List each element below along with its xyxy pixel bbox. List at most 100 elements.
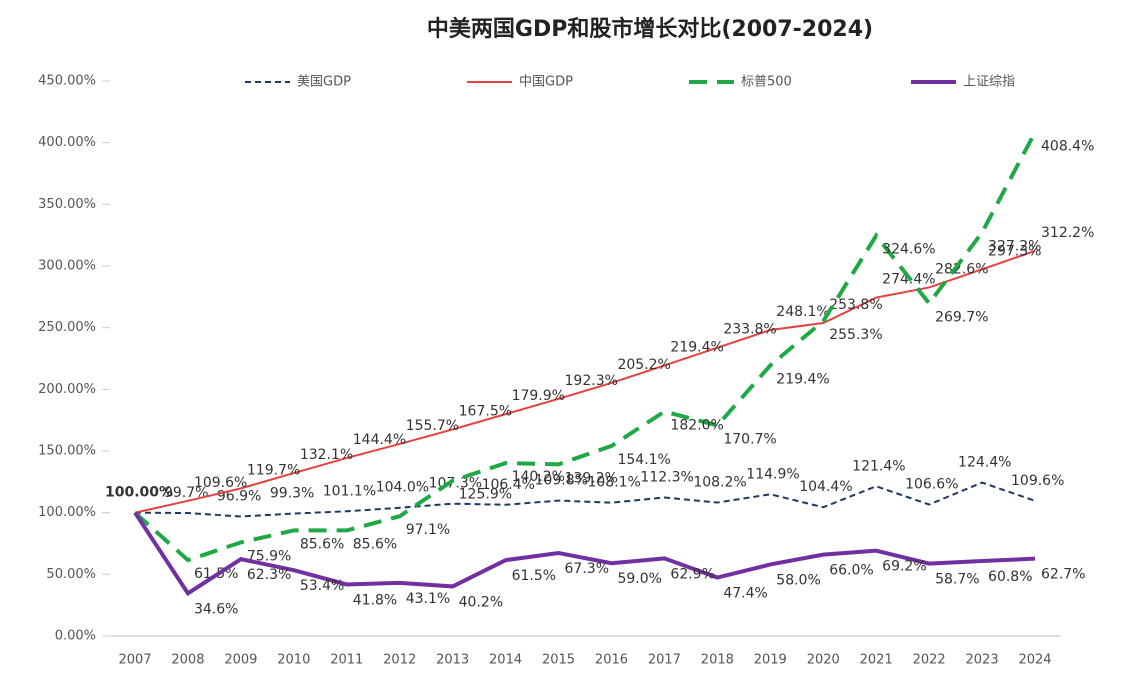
y-tick-label: 250.00% bbox=[38, 320, 96, 335]
data-label: 97.1% bbox=[406, 522, 450, 538]
data-label: 408.4% bbox=[1041, 138, 1094, 154]
data-label: 62.7% bbox=[1041, 567, 1085, 583]
data-label: 106.6% bbox=[905, 477, 958, 493]
data-label: 75.9% bbox=[247, 548, 291, 564]
data-label: 312.2% bbox=[1041, 225, 1094, 241]
data-label: 205.2% bbox=[617, 357, 670, 373]
y-tick-label: 0.00% bbox=[55, 629, 96, 644]
y-tick-label: 300.00% bbox=[38, 259, 96, 274]
data-label: 58.7% bbox=[935, 572, 979, 588]
data-label: 41.8% bbox=[353, 592, 397, 608]
data-label: 85.6% bbox=[353, 536, 397, 552]
data-label: 253.8% bbox=[829, 297, 882, 313]
x-tick-label: 2007 bbox=[118, 653, 151, 668]
data-label: 60.8% bbox=[988, 569, 1032, 585]
data-label: 233.8% bbox=[723, 322, 776, 338]
x-tick-label: 2016 bbox=[595, 653, 628, 668]
data-label: 255.3% bbox=[829, 327, 882, 343]
data-label: 108.2% bbox=[693, 475, 746, 491]
data-label: 104.0% bbox=[376, 480, 429, 496]
data-label: 69.2% bbox=[882, 559, 926, 575]
data-label: 67.3% bbox=[565, 561, 609, 577]
x-tick-label: 2013 bbox=[436, 653, 469, 668]
data-label: 106.4% bbox=[482, 477, 535, 493]
x-tick-label: 2019 bbox=[754, 653, 787, 668]
legend-label: 美国GDP bbox=[297, 75, 351, 90]
data-label: 58.0% bbox=[776, 572, 820, 588]
x-tick-label: 2022 bbox=[913, 653, 946, 668]
data-label: 101.1% bbox=[323, 483, 376, 499]
data-label: 269.7% bbox=[935, 309, 988, 325]
data-label: 140.2% bbox=[512, 469, 565, 485]
data-label: 155.7% bbox=[406, 418, 459, 434]
data-label: 139.2% bbox=[565, 470, 618, 486]
y-tick-label: 200.00% bbox=[38, 382, 96, 397]
data-label: 124.4% bbox=[958, 455, 1011, 471]
x-tick-label: 2008 bbox=[171, 653, 204, 668]
data-label: 43.1% bbox=[406, 591, 450, 607]
data-label: 109.8% bbox=[535, 473, 588, 489]
data-label: 61.5% bbox=[512, 568, 556, 584]
data-label: 192.3% bbox=[565, 373, 618, 389]
y-tick-label: 400.00% bbox=[38, 135, 96, 150]
data-label: 53.4% bbox=[300, 578, 344, 594]
data-label: 297.3% bbox=[988, 243, 1041, 259]
data-label: 112.3% bbox=[640, 469, 693, 485]
x-tick-label: 2023 bbox=[966, 653, 999, 668]
data-label: 132.1% bbox=[300, 447, 353, 463]
y-tick-label: 50.00% bbox=[46, 567, 96, 582]
data-label: 170.7% bbox=[723, 431, 776, 447]
data-label: 219.4% bbox=[776, 371, 829, 387]
data-label: 182.0% bbox=[670, 418, 723, 434]
data-label: 327.2% bbox=[988, 238, 1041, 254]
data-label: 109.6% bbox=[194, 475, 247, 491]
data-label: 114.9% bbox=[746, 466, 799, 482]
x-tick-label: 2017 bbox=[648, 653, 681, 668]
x-tick-label: 2018 bbox=[701, 653, 734, 668]
data-label: 119.7% bbox=[247, 462, 300, 478]
data-label: 34.6% bbox=[194, 601, 238, 617]
data-label: 100.00% bbox=[105, 485, 173, 501]
series-line bbox=[133, 511, 1036, 597]
data-label: 167.5% bbox=[459, 403, 512, 419]
data-label: 40.2% bbox=[459, 594, 503, 610]
x-tick-label: 2012 bbox=[383, 653, 416, 668]
data-label: 62.3% bbox=[247, 567, 291, 583]
data-label: 85.6% bbox=[300, 536, 344, 552]
x-tick-label: 2009 bbox=[224, 653, 257, 668]
data-label: 324.6% bbox=[882, 242, 935, 258]
data-label: 99.3% bbox=[270, 486, 314, 502]
data-label: 109.6% bbox=[1011, 473, 1064, 489]
series-line bbox=[133, 131, 1037, 563]
data-label: 47.4% bbox=[723, 586, 767, 602]
data-label: 282.6% bbox=[935, 261, 988, 277]
data-label: 104.4% bbox=[799, 479, 852, 495]
x-tick-label: 2015 bbox=[542, 653, 575, 668]
data-label: 219.4% bbox=[670, 339, 723, 355]
legend-label: 中国GDP bbox=[519, 75, 573, 90]
data-label: 154.1% bbox=[617, 452, 670, 468]
y-tick-label: 450.00% bbox=[38, 74, 96, 89]
data-label: 59.0% bbox=[617, 571, 661, 587]
data-label: 248.1% bbox=[776, 304, 829, 320]
series-line bbox=[134, 481, 1036, 518]
x-tick-label: 2011 bbox=[330, 653, 363, 668]
data-label: 125.9% bbox=[459, 487, 512, 503]
data-label: 62.9% bbox=[670, 566, 714, 582]
x-tick-label: 2021 bbox=[860, 653, 893, 668]
data-label: 66.0% bbox=[829, 563, 873, 579]
y-tick-label: 100.00% bbox=[38, 505, 96, 520]
y-tick-label: 150.00% bbox=[38, 444, 96, 459]
legend-label: 上证综指 bbox=[963, 75, 1015, 90]
x-tick-label: 2014 bbox=[489, 653, 522, 668]
x-tick-label: 2020 bbox=[807, 653, 840, 668]
data-label: 121.4% bbox=[852, 458, 905, 474]
y-tick-label: 350.00% bbox=[38, 197, 96, 212]
legend-label: 标普500 bbox=[741, 75, 792, 90]
chart-title: 中美两国GDP和股市增长对比(2007-2024) bbox=[427, 16, 873, 42]
data-label: 108.1% bbox=[587, 475, 640, 491]
data-label: 179.9% bbox=[512, 388, 565, 404]
x-tick-label: 2024 bbox=[1018, 653, 1051, 668]
series-line bbox=[134, 250, 1036, 514]
